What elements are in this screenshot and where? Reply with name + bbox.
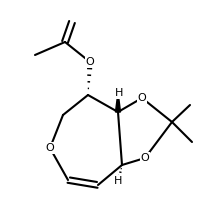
Text: O: O	[138, 93, 146, 103]
Polygon shape	[115, 92, 120, 112]
Text: O: O	[141, 153, 149, 163]
Text: H: H	[115, 88, 123, 98]
Text: O: O	[46, 143, 54, 153]
Text: H: H	[114, 176, 122, 186]
Text: O: O	[86, 57, 94, 67]
